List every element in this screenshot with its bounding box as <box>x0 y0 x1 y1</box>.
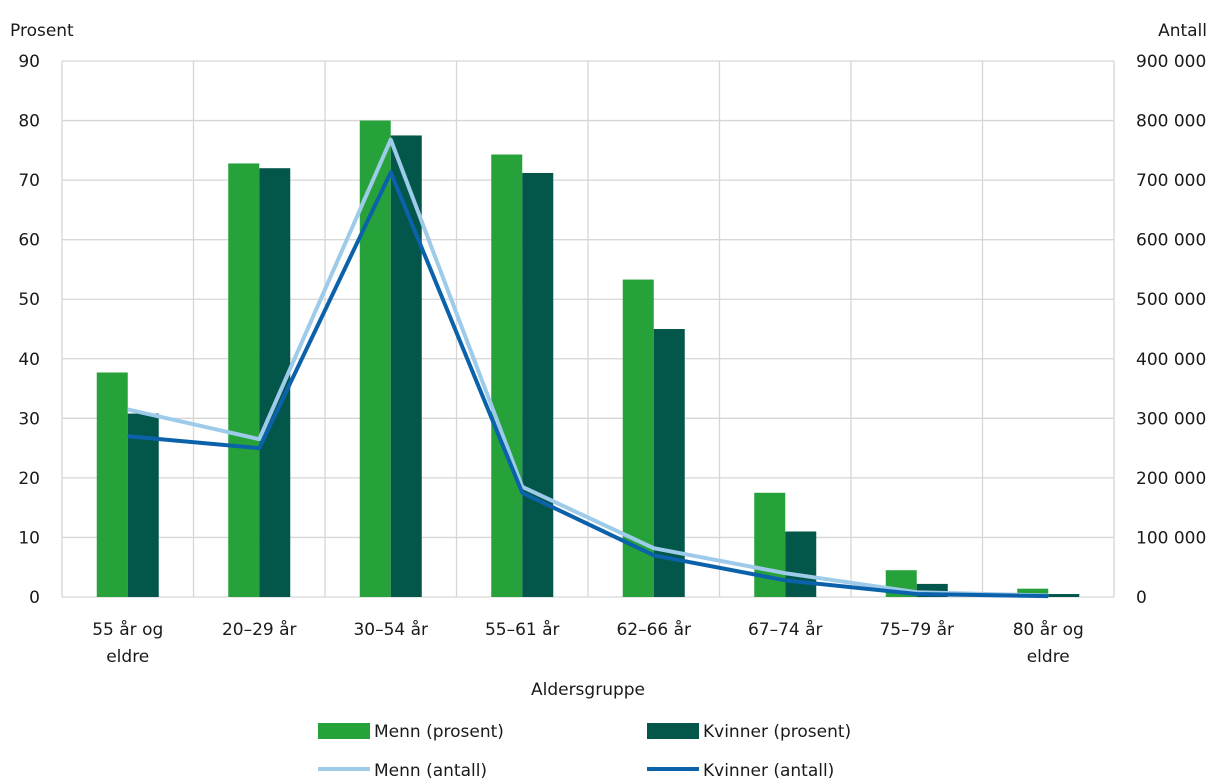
x-axis-title: Aldersgruppe <box>531 680 645 700</box>
x-tick-label: 20–29 år <box>222 619 297 640</box>
legend-swatch-kvinner-prosent <box>647 723 699 739</box>
bar-menn-0 <box>96 372 128 597</box>
x-tick-label: 80 år og <box>1013 619 1084 640</box>
right-tick-label: 900 000 <box>1136 52 1206 72</box>
bar-kvinner-7 <box>1048 594 1080 597</box>
right-tick-label: 800 000 <box>1136 112 1206 132</box>
x-tick-label: eldre <box>1027 647 1070 667</box>
legend: Menn (prosent) Kvinner (prosent) Menn (a… <box>318 722 851 781</box>
right-tick-label: 700 000 <box>1136 171 1206 191</box>
line-menn-antall <box>127 137 1049 598</box>
x-tick-label: 55–61 år <box>485 619 560 640</box>
right-tick-label: 600 000 <box>1136 231 1206 251</box>
x-axis-ticks: 55 år og eldre 20–29 år 30–54 år 55–61 år 62–… <box>92 619 1084 667</box>
left-axis-ticks: 0 10 20 30 40 50 60 70 80 90 <box>18 52 40 608</box>
x-tick-label: 55 år og <box>92 619 163 640</box>
line-kvinner-antall <box>127 170 1049 599</box>
right-tick-label: 400 000 <box>1136 350 1206 370</box>
bar-menn-2 <box>359 120 391 598</box>
left-tick-label: 80 <box>18 112 40 132</box>
left-tick-label: 50 <box>18 290 40 310</box>
x-tick-label: eldre <box>106 647 149 667</box>
right-tick-label: 100 000 <box>1136 528 1206 548</box>
legend-label-menn-antall: Menn (antall) <box>374 761 487 781</box>
left-tick-label: 40 <box>18 350 40 370</box>
bar-menn-1 <box>228 163 260 598</box>
right-axis-title: Antall <box>1158 21 1207 41</box>
x-tick-label: 30–54 år <box>353 619 428 640</box>
left-tick-label: 70 <box>18 171 40 191</box>
bar-group <box>96 120 1080 598</box>
bar-menn-7 <box>1017 588 1049 597</box>
legend-label-menn-prosent: Menn (prosent) <box>374 722 504 742</box>
right-tick-label: 300 000 <box>1136 409 1206 429</box>
x-tick-label: 67–74 år <box>748 619 823 640</box>
right-tick-label: 0 <box>1136 588 1147 608</box>
bar-menn-3 <box>491 154 523 597</box>
bar-kvinner-0 <box>127 413 159 597</box>
bar-kvinner-5 <box>785 531 817 597</box>
right-axis-ticks: 0 100 000 200 000 300 000 400 000 500 000 600 … <box>1136 52 1206 608</box>
x-tick-label: 75–79 år <box>879 619 954 640</box>
x-tick-label: 62–66 år <box>616 619 691 640</box>
legend-swatch-menn-prosent <box>318 723 370 739</box>
right-tick-label: 200 000 <box>1136 469 1206 489</box>
right-tick-label: 500 000 <box>1136 290 1206 310</box>
left-tick-label: 20 <box>18 469 40 489</box>
left-tick-label: 0 <box>29 588 40 608</box>
line-group <box>127 137 1049 599</box>
left-tick-label: 60 <box>18 231 40 251</box>
left-tick-label: 30 <box>18 409 40 429</box>
legend-label-kvinner-antall: Kvinner (antall) <box>703 761 834 781</box>
left-tick-label: 10 <box>18 528 40 548</box>
bar-kvinner-3 <box>522 172 554 597</box>
left-tick-label: 90 <box>18 52 40 72</box>
left-axis-title: Prosent <box>10 21 74 41</box>
legend-label-kvinner-prosent: Kvinner (prosent) <box>703 722 851 742</box>
